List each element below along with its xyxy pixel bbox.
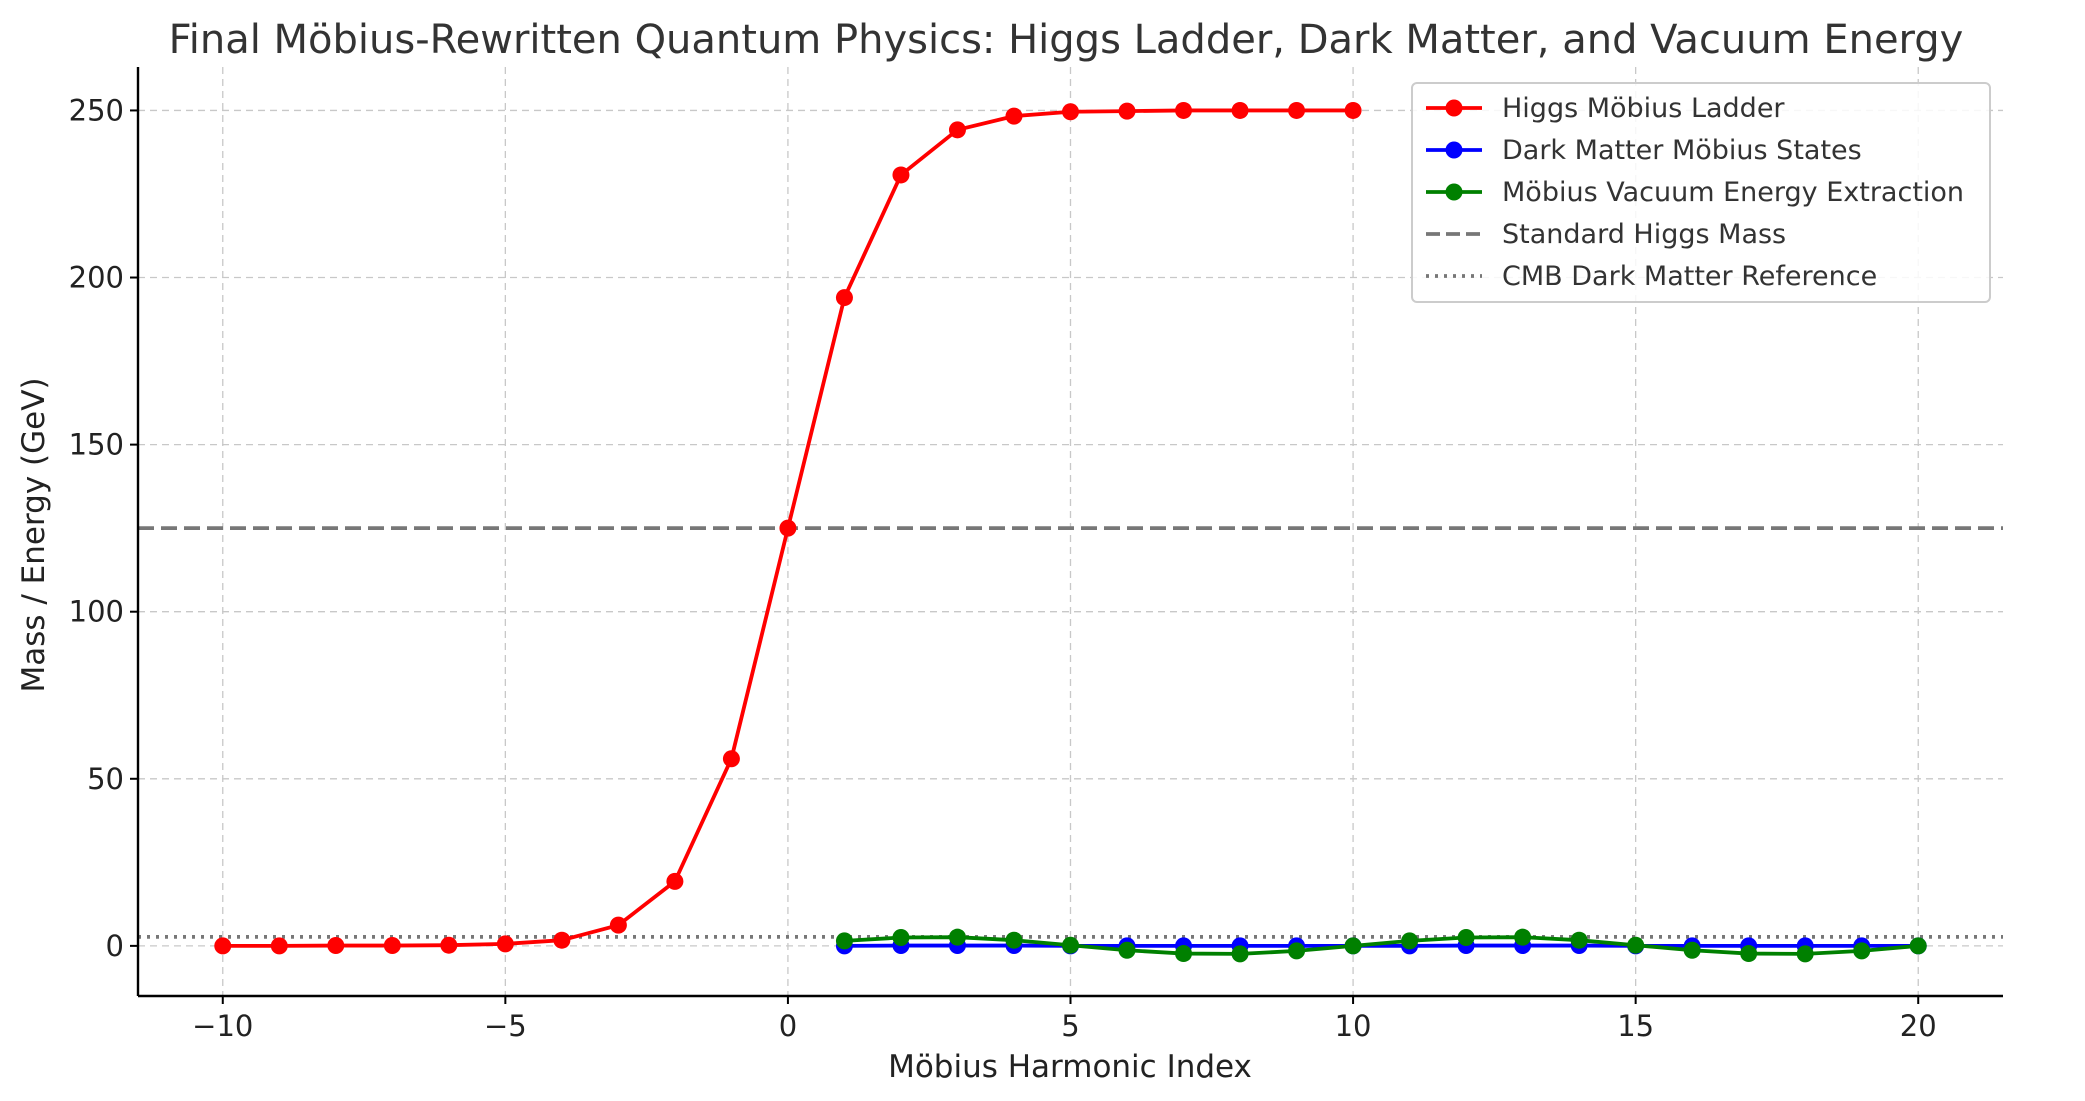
- data-point: [1062, 936, 1079, 954]
- series-higgs-mobius-ladder: [214, 101, 1362, 955]
- legend-marker: [1445, 99, 1463, 117]
- data-point: [1514, 928, 1532, 946]
- x-tick-label: 5: [1061, 1009, 1079, 1043]
- legend-label: CMB Dark Matter Reference: [1502, 261, 1877, 292]
- x-tick-label: −5: [484, 1009, 527, 1043]
- data-point: [1118, 102, 1136, 120]
- data-point: [1005, 107, 1023, 125]
- data-point: [1288, 942, 1306, 960]
- x-tick-label: 0: [779, 1009, 797, 1043]
- legend-box: [1411, 82, 1991, 303]
- data-point: [779, 519, 797, 537]
- data-point: [553, 931, 571, 949]
- x-axis-label: Möbius Harmonic Index: [888, 1049, 1252, 1085]
- data-point: [1627, 936, 1645, 954]
- data-point: [327, 937, 345, 955]
- data-point: [1175, 945, 1193, 963]
- legend-item-dark-matter-mobius-states: Dark Matter Möbius States: [1426, 135, 1862, 166]
- y-tick-label: 100: [69, 595, 124, 629]
- data-point: [1740, 945, 1758, 963]
- data-point: [496, 935, 514, 953]
- data-point: [892, 166, 910, 184]
- legend-marker: [1445, 141, 1463, 159]
- data-point: [1344, 101, 1362, 119]
- legend-label: Standard Higgs Mass: [1502, 219, 1786, 250]
- data-series: [214, 101, 1927, 963]
- legend-marker: [1445, 183, 1463, 201]
- data-point: [948, 121, 966, 139]
- data-point: [1796, 945, 1814, 963]
- data-point: [892, 929, 910, 947]
- reference-lines: [138, 526, 2003, 939]
- y-tick-label: 0: [106, 929, 124, 963]
- data-point: [1005, 931, 1023, 949]
- chart-legend: Higgs Möbius Ladder Dark Matter Möbius St…: [1411, 82, 1991, 303]
- x-tick-label: 15: [1617, 1009, 1654, 1043]
- data-point: [1401, 932, 1419, 950]
- data-point: [1683, 941, 1701, 959]
- data-point: [1062, 103, 1079, 121]
- data-point: [1288, 101, 1306, 119]
- x-tick-label: −10: [192, 1009, 253, 1043]
- series-mobius-vacuum-energy-extraction: [835, 928, 1927, 963]
- y-tick-label: 50: [87, 762, 124, 796]
- legend-item-standard-higgs-mass: Standard Higgs Mass: [1426, 219, 1786, 250]
- legend-label: Higgs Möbius Ladder: [1502, 93, 1785, 124]
- y-axis-label: Mass / Energy (GeV): [16, 377, 52, 692]
- legend-item-mobius-vacuum-energy-extraction: Möbius Vacuum Energy Extraction: [1426, 177, 1964, 208]
- data-point: [383, 937, 401, 955]
- data-point: [666, 872, 684, 890]
- y-tick-label: 250: [69, 93, 124, 127]
- data-point: [1231, 945, 1249, 963]
- x-tick-label: 10: [1335, 1009, 1372, 1043]
- data-point: [1344, 937, 1362, 955]
- x-tick-label: 20: [1900, 1009, 1937, 1043]
- data-point: [1909, 937, 1927, 955]
- y-tick-label: 200: [69, 261, 124, 295]
- data-point: [948, 928, 966, 946]
- data-point: [1570, 931, 1588, 949]
- data-point: [440, 936, 458, 954]
- data-point: [835, 932, 853, 950]
- legend-item-cmb-dark-matter-reference: CMB Dark Matter Reference: [1426, 261, 1877, 292]
- data-point: [835, 289, 853, 307]
- data-point: [1175, 101, 1193, 119]
- legend-item-higgs-mobius-ladder: Higgs Möbius Ladder: [1426, 93, 1785, 124]
- chart-title: Final Möbius-Rewritten Quantum Physics: …: [169, 17, 1964, 63]
- legend-label: Möbius Vacuum Energy Extraction: [1502, 177, 1964, 208]
- data-point: [1231, 101, 1249, 119]
- y-tick-label: 150: [69, 428, 124, 462]
- data-point: [722, 750, 740, 768]
- data-point: [1118, 941, 1136, 959]
- data-point: [1853, 942, 1871, 960]
- data-point: [609, 916, 627, 934]
- data-point: [214, 937, 232, 955]
- legend-label: Dark Matter Möbius States: [1502, 135, 1862, 166]
- series-line: [842, 935, 1921, 956]
- data-point: [1457, 929, 1475, 947]
- data-point: [270, 937, 288, 955]
